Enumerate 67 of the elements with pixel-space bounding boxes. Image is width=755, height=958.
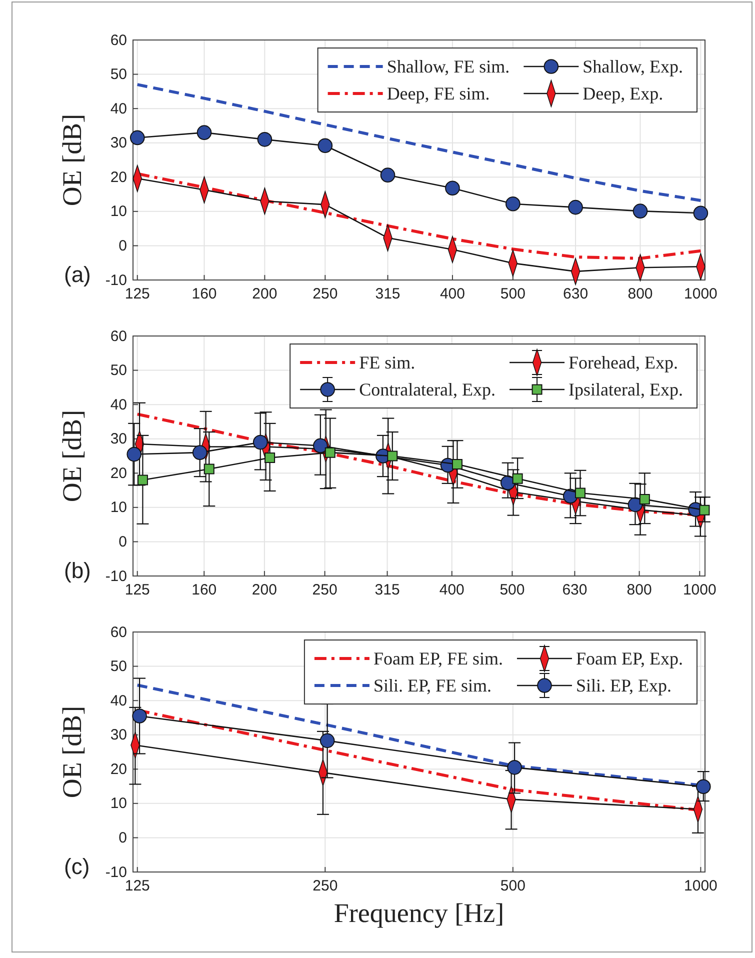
x-tick-label: 630 [562, 582, 588, 599]
y-tick-label: 60 [110, 32, 127, 49]
y-tick-label: 30 [110, 134, 127, 152]
legend-label: Contralateral, Exp. [359, 380, 496, 400]
y-tick-label: -10 [105, 568, 127, 585]
y-tick-label: 0 [118, 534, 127, 551]
x-tick-label: 315 [374, 582, 400, 599]
x-tick-label: 1000 [682, 582, 716, 599]
x-tick-label: 160 [192, 286, 217, 303]
legend-label: Deep, FE sim. [386, 84, 490, 104]
y-tick-label: 30 [110, 726, 127, 744]
y-tick-label: 50 [110, 66, 127, 84]
y-tick-label: 50 [110, 658, 127, 676]
x-tick-label: 500 [500, 878, 526, 895]
x-tick-label: 315 [375, 286, 400, 303]
x-axis-title: Frequency [Hz] [334, 898, 504, 928]
y-tick-label: 20 [110, 464, 127, 482]
x-tick-label: 500 [500, 286, 526, 303]
text: (b) [64, 558, 91, 583]
legend-label: Ipsilateral, Exp. [568, 380, 683, 400]
legend-label: FE sim. [359, 352, 416, 372]
text: (c) [64, 854, 90, 879]
y-axis-title: OE [dB] [57, 410, 87, 502]
y-tick-label: -10 [105, 272, 127, 289]
x-tick-label: 800 [626, 582, 652, 599]
y-tick-label: 10 [110, 795, 127, 812]
legend-label: Shallow, FE sim. [386, 56, 510, 76]
y-tick-label: 20 [110, 760, 127, 778]
legend-label: Deep, Exp. [582, 84, 664, 104]
y-tick-label: 60 [110, 624, 127, 641]
x-tick-label: 125 [124, 286, 150, 303]
legend-label: Sili. EP, FE sim. [373, 676, 492, 696]
y-axis-title: OE [dB] [57, 114, 87, 206]
y-tick-label: 20 [110, 168, 127, 186]
x-tick-label: 1000 [684, 286, 718, 303]
x-tick-label: 125 [124, 878, 150, 895]
y-tick-label: 60 [110, 328, 127, 345]
x-tick-label: 400 [439, 582, 464, 599]
y-tick-label: 50 [110, 362, 127, 380]
x-tick-label: 250 [312, 286, 338, 303]
y-tick-label: 30 [110, 430, 127, 448]
y-tick-label: 0 [118, 830, 127, 847]
y-tick-label: 40 [110, 396, 127, 414]
y-tick-label: 0 [118, 238, 127, 255]
y-tick-label: 40 [110, 692, 127, 710]
y-tick-label: 40 [110, 100, 127, 118]
legend-label: Shallow, Exp. [582, 56, 683, 76]
x-tick-label: 200 [252, 286, 278, 303]
x-tick-label: 500 [500, 582, 525, 599]
y-axis-title: OE [dB] [57, 706, 87, 798]
x-tick-label: 1000 [684, 878, 718, 895]
text: (a) [64, 262, 91, 287]
legend-label: Sili. EP, Exp. [576, 676, 672, 696]
x-tick-label: 250 [312, 582, 338, 599]
y-tick-label: -10 [105, 864, 127, 881]
x-tick-label: 400 [440, 286, 465, 303]
y-tick-label: 10 [110, 499, 127, 516]
x-tick-label: 630 [563, 286, 588, 303]
x-tick-label: 160 [192, 582, 217, 599]
x-tick-label: 800 [628, 286, 653, 303]
x-tick-label: 250 [312, 878, 338, 895]
x-tick-label: 125 [124, 582, 150, 599]
y-tick-label: 10 [110, 203, 127, 220]
legend-label: Foam EP, FE sim. [373, 648, 503, 668]
legend-label: Forehead, Exp. [568, 352, 678, 372]
legend-label: Foam EP, Exp. [576, 648, 683, 668]
x-tick-label: 200 [252, 582, 277, 599]
